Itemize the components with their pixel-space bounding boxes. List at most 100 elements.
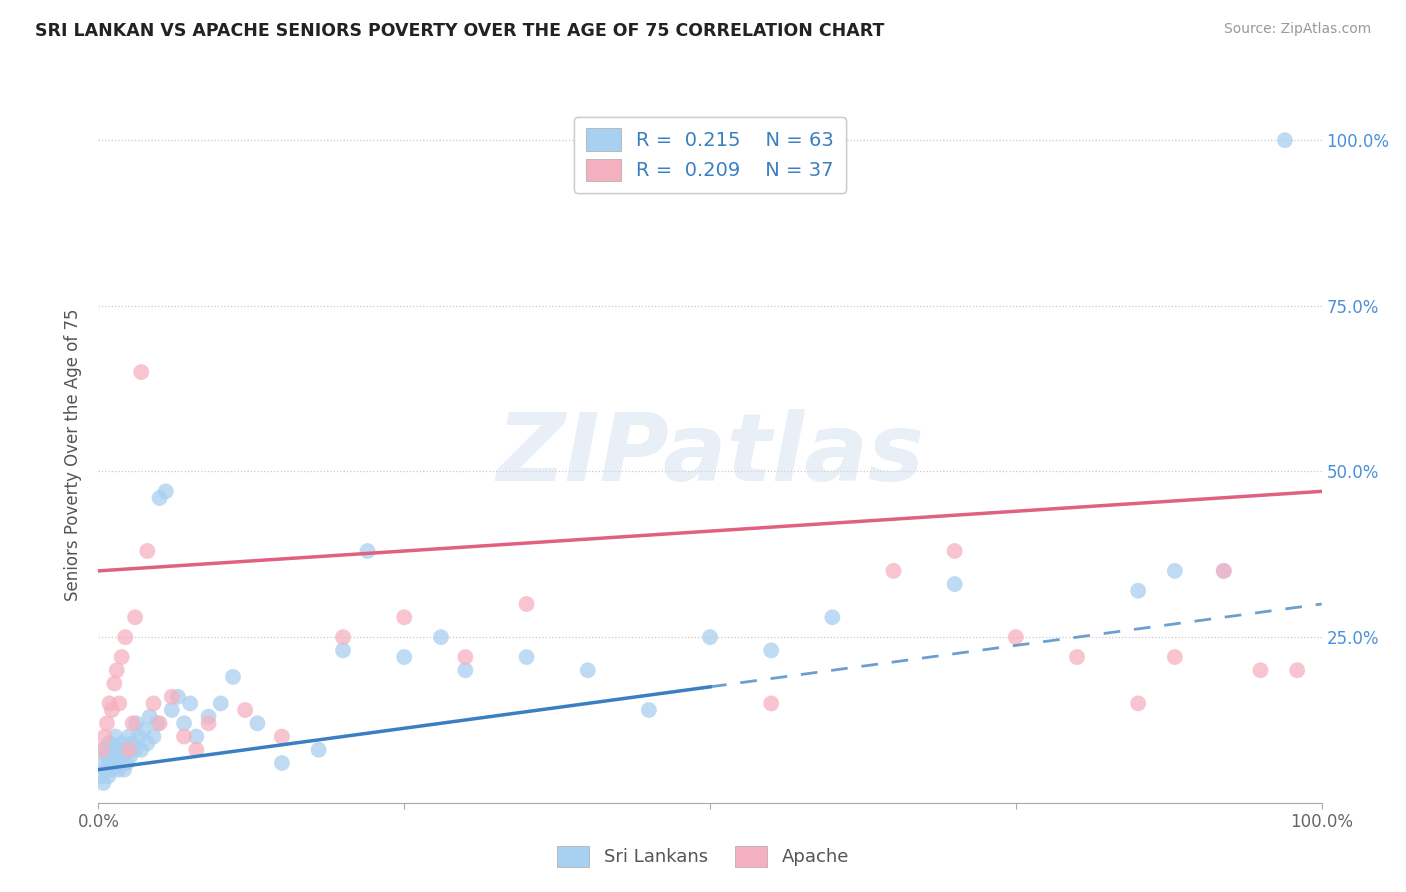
Point: [98, 736, 121, 750]
Point: [233, 703, 256, 717]
Point: [139, 709, 162, 723]
Point: [91, 756, 114, 770]
Point: [100, 756, 122, 770]
Point: [186, 730, 208, 744]
Point: [120, 749, 142, 764]
Point: [943, 577, 966, 591]
Point: [1164, 564, 1187, 578]
Point: [98, 697, 121, 711]
Point: [129, 365, 152, 379]
Point: [101, 743, 124, 757]
Point: [121, 716, 143, 731]
Point: [149, 716, 172, 731]
Point: [270, 730, 294, 744]
Point: [638, 703, 661, 717]
Point: [97, 769, 120, 783]
Point: [114, 630, 136, 644]
Point: [1004, 630, 1026, 644]
Point: [1164, 650, 1187, 665]
Point: [108, 743, 131, 757]
Legend: Sri Lankans, Apache: Sri Lankans, Apache: [550, 838, 856, 874]
Point: [356, 544, 378, 558]
Point: [515, 650, 537, 665]
Point: [142, 697, 165, 711]
Point: [90, 769, 112, 783]
Point: [173, 716, 195, 731]
Point: [114, 743, 136, 757]
Point: [136, 736, 159, 750]
Point: [160, 690, 183, 704]
Point: [124, 743, 146, 757]
Point: [222, 670, 245, 684]
Point: [1066, 650, 1088, 665]
Point: [1286, 663, 1309, 677]
Text: SRI LANKAN VS APACHE SENIORS POVERTY OVER THE AGE OF 75 CORRELATION CHART: SRI LANKAN VS APACHE SENIORS POVERTY OVE…: [35, 22, 884, 40]
Point: [155, 484, 177, 499]
Point: [576, 663, 599, 677]
Point: [103, 676, 125, 690]
Point: [93, 743, 115, 757]
Point: [179, 697, 201, 711]
Point: [104, 730, 127, 744]
Point: [105, 749, 128, 764]
Text: ZIPatlas: ZIPatlas: [496, 409, 924, 501]
Point: [821, 610, 844, 624]
Point: [1212, 564, 1234, 578]
Point: [1249, 663, 1271, 677]
Point: [454, 650, 477, 665]
Point: [761, 697, 783, 711]
Point: [93, 730, 115, 744]
Point: [883, 564, 905, 578]
Point: [121, 736, 143, 750]
Point: [125, 716, 148, 731]
Point: [943, 544, 966, 558]
Point: [1274, 133, 1296, 147]
Point: [1212, 564, 1234, 578]
Point: [108, 697, 131, 711]
Legend: R =  0.215    N = 63, R =  0.209    N = 37: R = 0.215 N = 63, R = 0.209 N = 37: [574, 117, 846, 193]
Point: [173, 730, 195, 744]
Point: [332, 643, 354, 657]
Point: [91, 743, 114, 757]
Point: [128, 730, 150, 744]
Point: [107, 763, 129, 777]
Point: [96, 749, 118, 764]
Point: [146, 716, 169, 731]
Point: [136, 544, 159, 558]
Point: [118, 743, 141, 757]
Point: [129, 743, 152, 757]
Point: [115, 756, 138, 770]
Point: [197, 709, 219, 723]
Point: [110, 756, 132, 770]
Point: [142, 730, 165, 744]
Point: [246, 716, 269, 731]
Point: [96, 716, 118, 731]
Point: [103, 756, 125, 770]
Point: [160, 703, 183, 717]
Point: [105, 663, 128, 677]
Point: [209, 697, 232, 711]
Point: [111, 650, 134, 665]
Point: [111, 736, 134, 750]
Point: [91, 776, 114, 790]
Point: [197, 716, 219, 731]
Point: [101, 763, 124, 777]
Y-axis label: Seniors Poverty Over the Age of 75: Seniors Poverty Over the Age of 75: [65, 309, 83, 601]
Point: [270, 756, 294, 770]
Point: [94, 763, 117, 777]
Point: [761, 643, 783, 657]
Point: [101, 703, 124, 717]
Point: [118, 730, 141, 744]
Point: [308, 743, 330, 757]
Point: [430, 630, 453, 644]
Point: [699, 630, 721, 644]
Point: [167, 690, 190, 704]
Point: [111, 749, 134, 764]
Point: [1128, 583, 1150, 598]
Point: [132, 723, 155, 737]
Point: [392, 650, 416, 665]
Point: [392, 610, 416, 624]
Point: [454, 663, 477, 677]
Text: Source: ZipAtlas.com: Source: ZipAtlas.com: [1223, 22, 1371, 37]
Point: [186, 743, 208, 757]
